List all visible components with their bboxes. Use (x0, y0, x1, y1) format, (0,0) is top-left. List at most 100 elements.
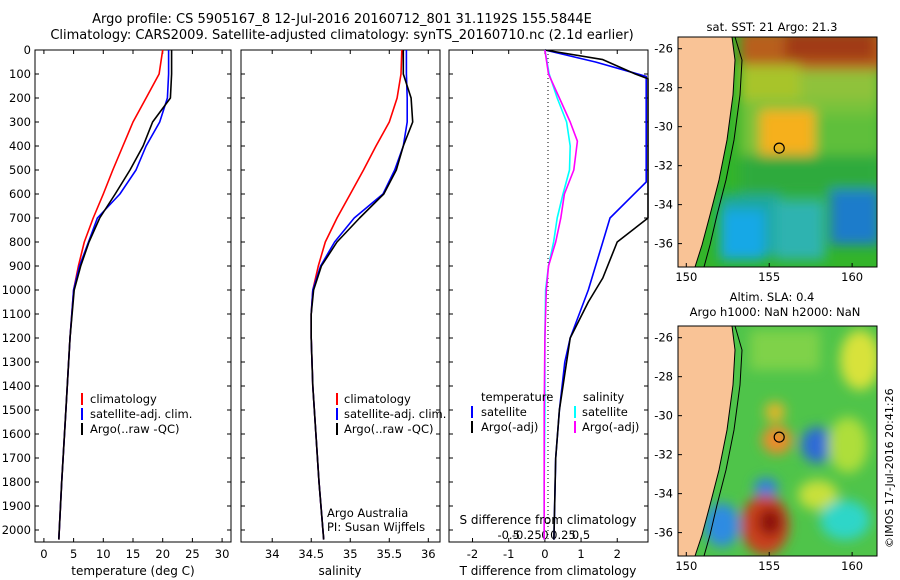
depth-tick-label: 1600 (2, 427, 31, 441)
salinity-x-axis: 34 34.5 35 35.5 36 (265, 50, 436, 561)
depth-tick-label: 800 (9, 235, 31, 249)
x-tick-label: 0 (40, 547, 47, 561)
s-tick-label: -0.5 (497, 528, 519, 542)
depth-tick-label: 300 (9, 115, 31, 129)
depth-tick-label: 700 (9, 211, 31, 225)
sla-map-panel: Altim. SLA: 0.4 Argo h1000: NaN h2000: N… (654, 290, 878, 573)
temperature-series-lines (58, 49, 173, 540)
legend-label-satellite: satellite-adj. clim. (90, 407, 192, 421)
x-tick-label: 20 (155, 547, 170, 561)
depth-tick-label: 1900 (2, 499, 31, 513)
s-difference-x-axis: -0.5-0.25 0 0.250.5 (497, 528, 590, 542)
legend-label-climatology: climatology (344, 392, 411, 406)
temperature-panel: 0100200300400500600700800900100011001200… (2, 43, 232, 578)
depth-tick-label: 500 (9, 163, 31, 177)
series-line-argo-raw-qc (310, 50, 414, 540)
header-line-1: Argo profile: CS 5905167_8 12-Jul-2016 2… (92, 12, 592, 27)
lon-tick-label: 150 (675, 270, 697, 284)
depth-tick-label: 1100 (2, 307, 31, 321)
temperature-plot-frame (34, 49, 232, 543)
legend-label-satellite: satellite-adj. clim. (344, 407, 446, 421)
x-tick-label: 34.5 (298, 547, 324, 561)
depth-tick-label: 0 (24, 43, 31, 57)
lat-tick-label: -28 (654, 81, 673, 95)
salinity-legend: climatology satellite-adj. clim. Argo(..… (336, 392, 446, 436)
legend-label-t-satellite: satellite (481, 405, 527, 419)
t-difference-x-axis: -2 -1 0 1 2 (467, 50, 621, 561)
footer-org: Argo Australia (327, 506, 408, 520)
legend-label-climatology: climatology (90, 392, 157, 406)
difference-series-lines (543, 49, 649, 540)
x-tick-label: 34 (265, 547, 280, 561)
depth-tick-label: 1000 (2, 283, 31, 297)
x-tick-label: -2 (467, 547, 478, 561)
legend-title-salinity: salinity (583, 390, 624, 404)
x-tick-label: 2 (614, 547, 621, 561)
lat-tick-label: -36 (654, 526, 673, 540)
salinity-plot-frame (240, 49, 441, 543)
imos-timestamp: ©IMOS 17-Jul-2016 20:41:26 (883, 388, 896, 548)
sla-map-lat-axis: -26 -28 -30 -32 -34 -36 (654, 331, 682, 540)
lon-tick-label: 155 (758, 270, 780, 284)
x-tick-label: 10 (96, 547, 111, 561)
argo-float-marker (773, 142, 785, 154)
x-tick-label: 30 (215, 547, 230, 561)
difference-plot-frame (448, 49, 649, 543)
legend-label-argo: Argo(..raw -QC) (344, 422, 434, 436)
depth-tick-label: 1800 (2, 475, 31, 489)
legend-label-s-satellite: satellite (582, 405, 628, 419)
legend-label-t-argo: Argo(-adj) (481, 420, 538, 434)
lat-tick-label: -34 (654, 198, 673, 212)
depth-tick-label: 1300 (2, 355, 31, 369)
lon-tick-label: 160 (841, 270, 863, 284)
lat-tick-label: -26 (654, 331, 673, 345)
x-tick-label: 0 (541, 547, 548, 561)
s-difference-axis-label: S difference from climatology (460, 513, 637, 527)
sla-map-subtitle: Argo h1000: NaN h2000: NaN (690, 305, 861, 319)
s-tick-label: -0.25 (512, 528, 542, 542)
depth-tick-label: 1500 (2, 403, 31, 417)
sla-map-title: Altim. SLA: 0.4 (730, 290, 815, 304)
series-line-argo-adj (543, 49, 579, 540)
x-tick-label: 36 (421, 547, 436, 561)
x-tick-label: -1 (503, 547, 514, 561)
lat-tick-label: -34 (654, 487, 673, 501)
lat-tick-label: -32 (654, 159, 673, 173)
legend-label-argo: Argo(..raw -QC) (90, 422, 180, 436)
legend-label-s-argo: Argo(-adj) (582, 420, 639, 434)
sst-map-panel: sat. SST: 21 Argo: 21.3 150 155 (654, 20, 878, 284)
legend-title-temperature: temperature (481, 390, 553, 404)
lon-tick-label: 150 (675, 559, 697, 573)
depth-tick-label: 100 (9, 67, 31, 81)
temperature-legend: climatology satellite-adj. clim. Argo(..… (81, 392, 192, 436)
x-tick-label: 5 (70, 547, 77, 561)
lat-tick-label: -30 (654, 409, 673, 423)
depth-tick-label: 1700 (2, 451, 31, 465)
sst-map-frame (677, 36, 878, 268)
difference-depth-ticks (449, 49, 648, 531)
x-tick-label: 35 (343, 547, 358, 561)
lat-tick-label: -30 (654, 120, 673, 134)
argo-float-marker (773, 431, 785, 443)
x-tick-label: 35.5 (376, 547, 402, 561)
depth-tick-label: 1200 (2, 331, 31, 345)
difference-legend: temperature satellite Argo(-adj) salinit… (471, 390, 639, 434)
sst-map-image (678, 37, 877, 267)
depth-tick-label: 400 (9, 139, 31, 153)
depth-tick-label: 600 (9, 187, 31, 201)
depth-tick-label: 900 (9, 259, 31, 273)
t-difference-axis-label: T difference from climatology (459, 564, 637, 578)
salinity-series-lines (310, 49, 414, 540)
lat-tick-label: -36 (654, 237, 673, 251)
depth-tick-label: 1400 (2, 379, 31, 393)
x-tick-label: 15 (126, 547, 141, 561)
series-line-argo-raw-qc (58, 50, 173, 540)
lat-tick-label: -26 (654, 42, 673, 56)
temperature-axis-label: temperature (deg C) (71, 564, 194, 578)
depth-axis: 0 100 200 300 400 500 600 700 800 900 1000 1100 1200… (2, 43, 231, 537)
s-tick-label: 0.5 (572, 528, 590, 542)
temperature-x-axis: 0 5 10 15 20 25 30 (40, 50, 229, 561)
sst-map-lat-axis: -26 -28 -30 -32 -34 -36 (654, 42, 682, 251)
s-tick-label: 0.25 (550, 528, 576, 542)
